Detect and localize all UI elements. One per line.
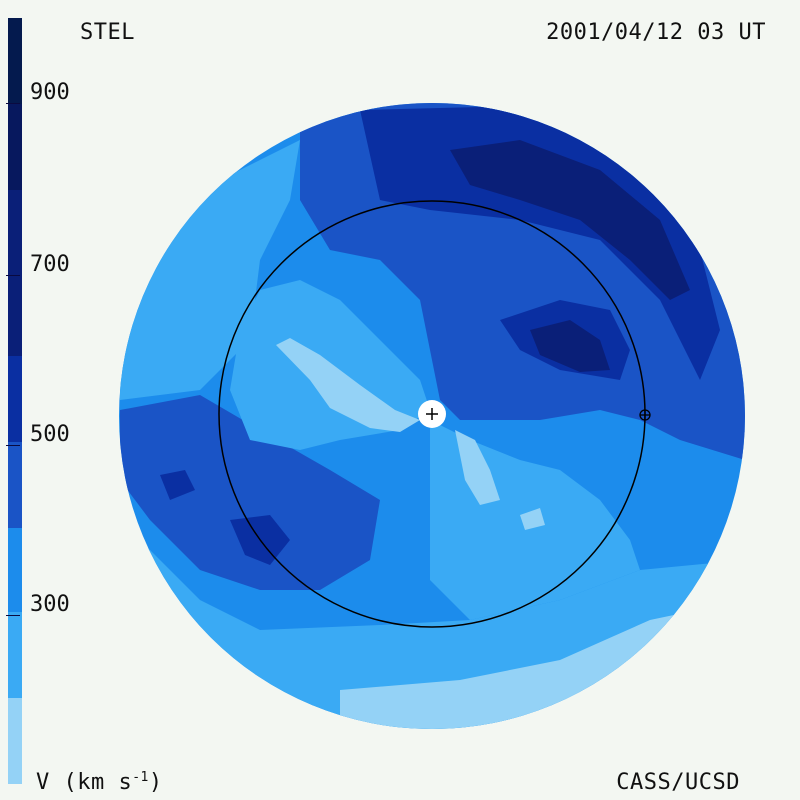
source-label: STEL	[80, 20, 135, 45]
colorbar-band-9	[8, 698, 22, 784]
colorbar-tick-500: 500	[6, 422, 70, 447]
colorbar-tick-900: 900	[6, 80, 70, 105]
colorbar-tick-300: 300	[6, 592, 70, 617]
region-darkest-upper	[450, 140, 690, 300]
sun-plus-icon	[426, 408, 438, 420]
region-lightest-arm-2	[455, 430, 500, 505]
colorbar-band-1	[8, 18, 22, 104]
colorbar-band-5	[8, 356, 22, 442]
colorbar-band-3	[8, 190, 22, 276]
colorbar-band-6	[8, 442, 22, 528]
region-light-left	[120, 140, 300, 400]
velocity-unit-label: V (km s-1)	[36, 770, 163, 795]
region-lightest-arm-1	[276, 338, 420, 432]
region-lightest-spot	[520, 508, 545, 530]
region-dark-left	[120, 395, 380, 590]
colorbar-band-2	[8, 104, 22, 190]
velocity-colorbar	[8, 18, 22, 784]
colorbar-tick-700: 700	[6, 252, 70, 277]
credit-label: CASS/UCSD	[616, 770, 740, 795]
timestamp-label: 2001/04/12 03 UT	[546, 20, 766, 45]
region-darker-upper	[360, 105, 720, 380]
colorbar-band-4	[8, 276, 22, 356]
earth-marker-icon	[639, 409, 651, 421]
region-darkest-mid	[530, 320, 610, 372]
colorbar-band-7	[8, 528, 22, 612]
region-darker-left-1	[160, 470, 195, 500]
colorbar-band-8	[8, 612, 22, 698]
